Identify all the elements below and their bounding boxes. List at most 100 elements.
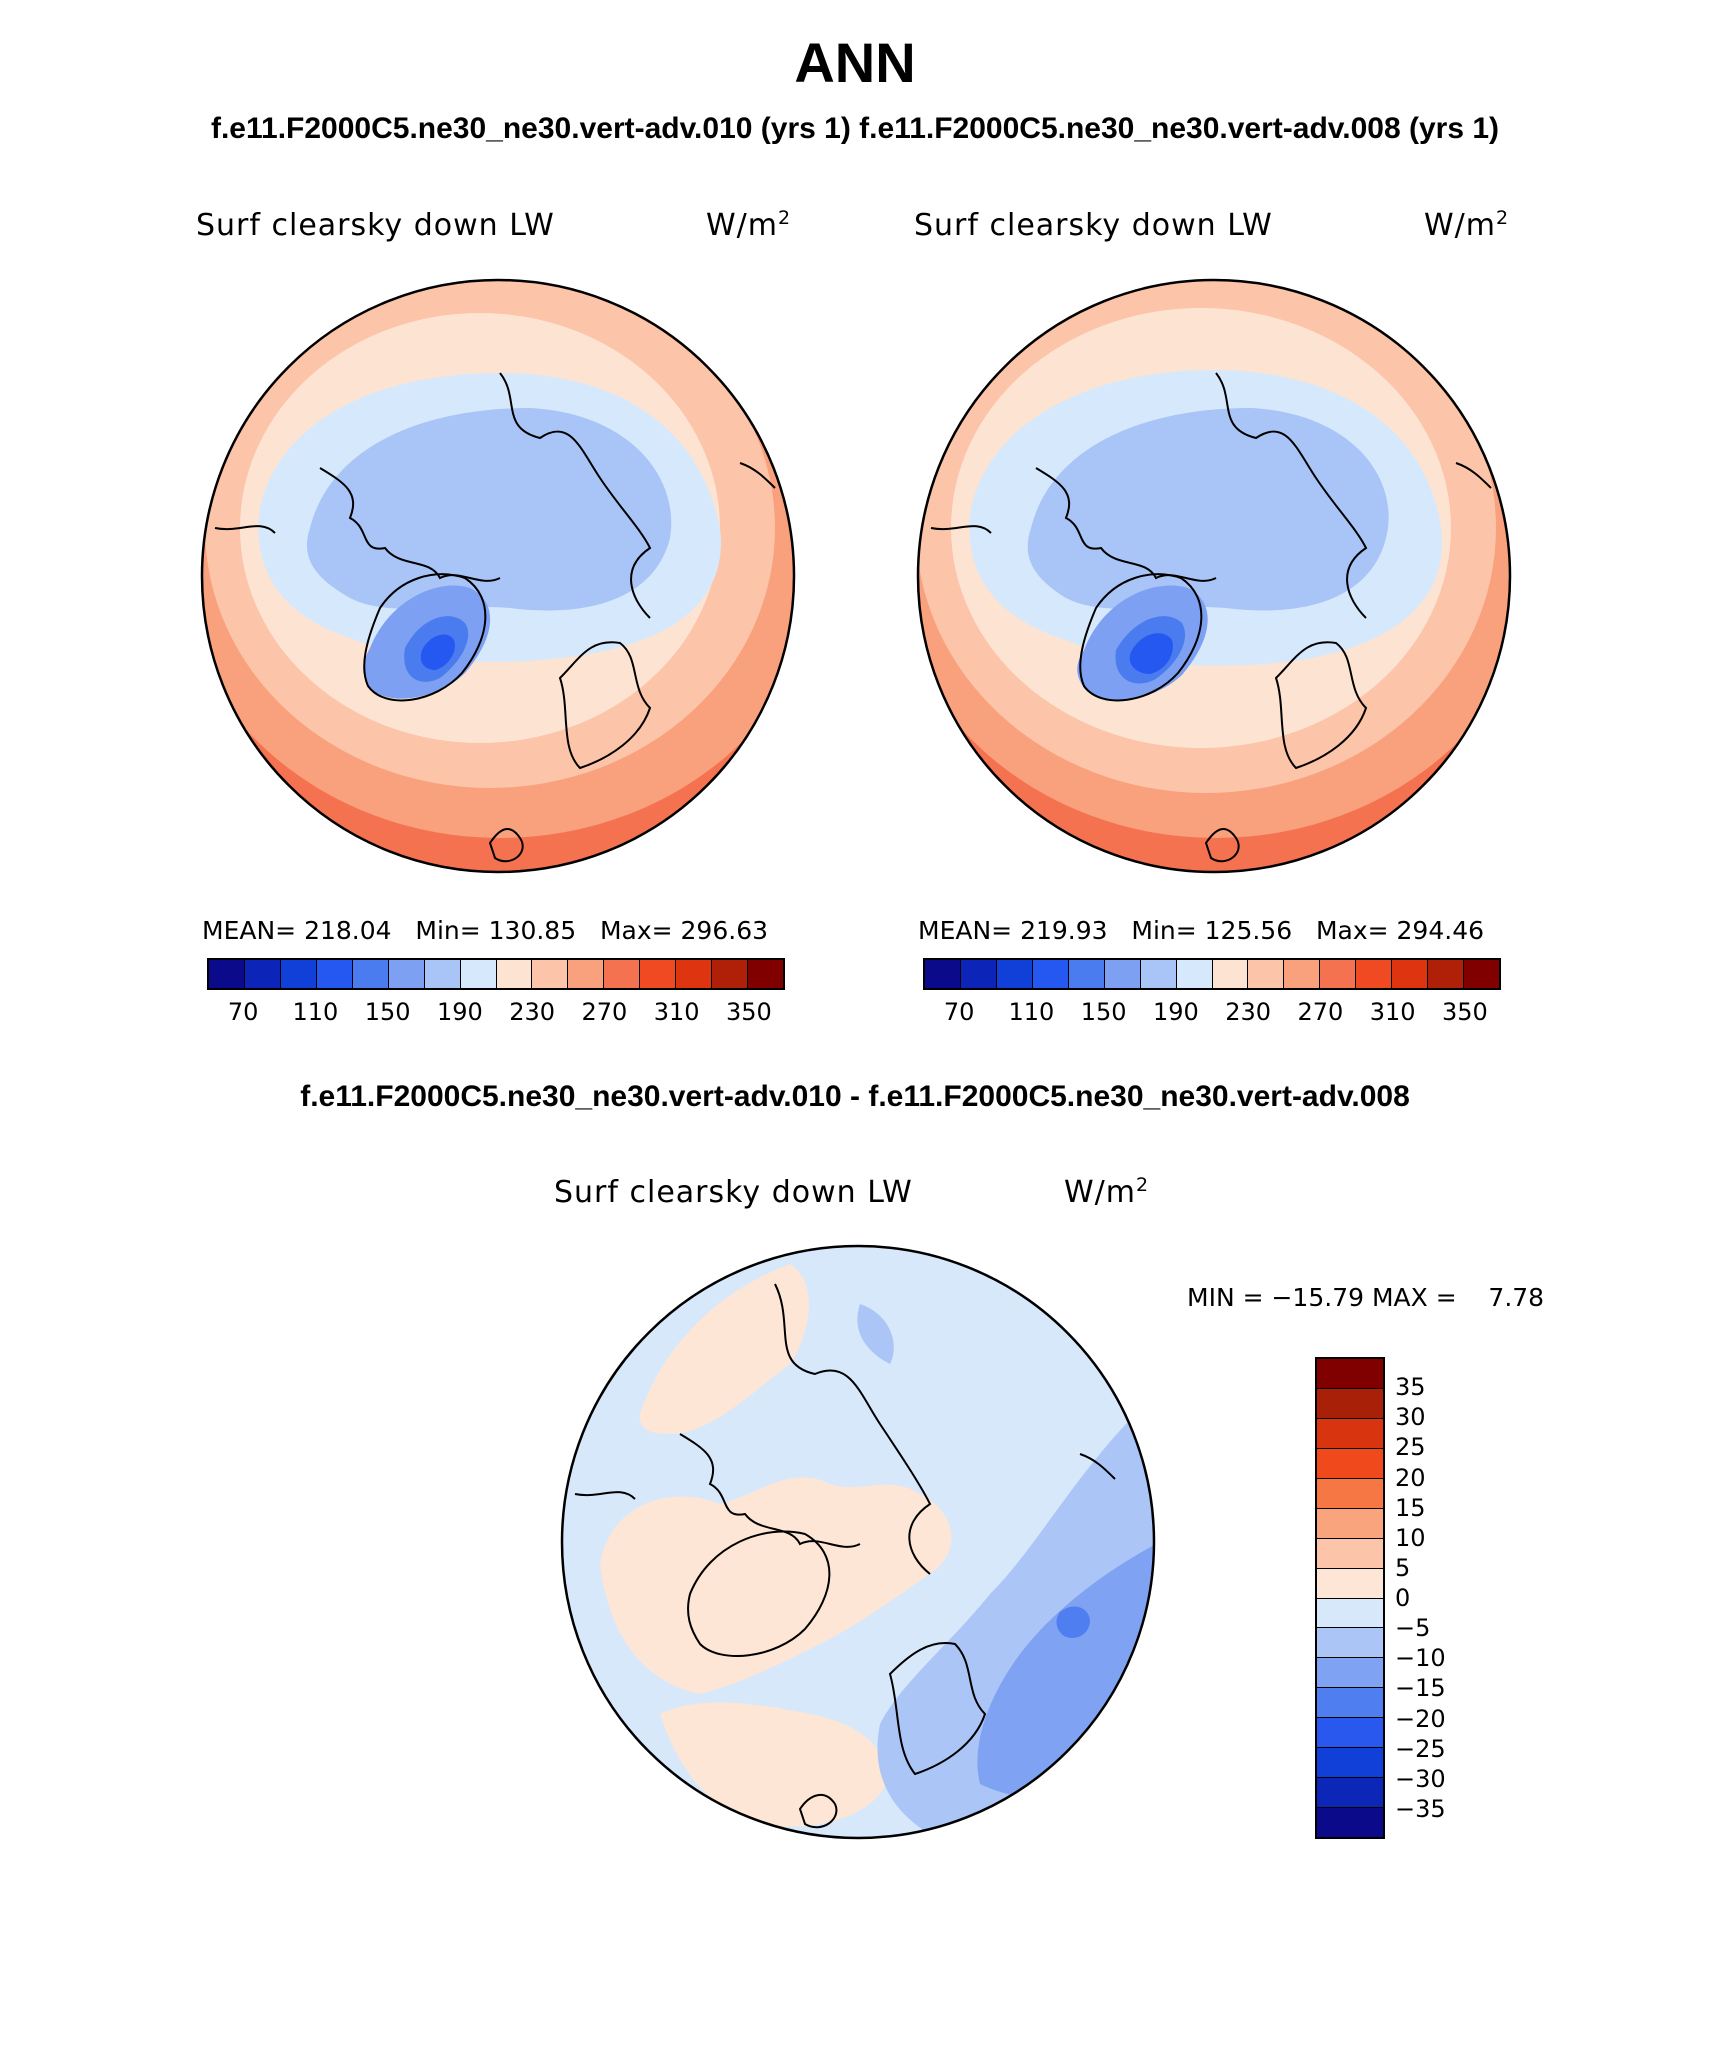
colorbar-swatch (1317, 1778, 1383, 1809)
colorbar-tick-label: −25 (1395, 1734, 1446, 1763)
colorbar-tick-label: 150 (1080, 998, 1127, 1026)
colorbar-tick-label: 110 (1008, 998, 1055, 1026)
colorbar-swatch (1392, 960, 1429, 988)
map-band-diff-pos-1 (600, 1477, 952, 1694)
figure-title: ANN (794, 31, 916, 94)
colorbar-swatch (1068, 960, 1105, 988)
diff-units-base: W/m (1064, 1175, 1136, 1210)
colorbar-swatch (1317, 1748, 1383, 1779)
colorbar-tick-label: −5 (1395, 1614, 1431, 1643)
colorbar-swatch (244, 960, 281, 988)
colorbar-swatch (352, 960, 389, 988)
panel2-variable-label: Surf clearsky down LW (914, 208, 1273, 243)
colorbar-swatch (496, 960, 533, 988)
colorbar-swatch (925, 960, 961, 988)
panel2-units-label: W/m2 (1424, 208, 1509, 243)
colorbar-tick-label: 70 (227, 998, 259, 1026)
top-subtitle: f.e11.F2000C5.ne30_ne30.vert-adv.010 (yr… (210, 112, 1500, 145)
map-band-diff-neg-3 (1056, 1606, 1090, 1639)
colorbar-swatch (1284, 960, 1321, 988)
colorbar-tick-label: 350 (1441, 998, 1488, 1026)
colorbar-swatch (1317, 1628, 1383, 1659)
colorbar-tick-label: 190 (1152, 998, 1199, 1026)
colorbar-tick-label: −20 (1395, 1704, 1446, 1733)
panel1-stats: MEAN= 218.04 Min= 130.85 Max= 296.63 (202, 916, 769, 945)
map-band-ice (306, 408, 672, 611)
colorbar-tick-label: 150 (364, 998, 411, 1026)
diff-units-label: W/m2 (1064, 1175, 1149, 1210)
colorbar-tick-label: −15 (1395, 1674, 1446, 1703)
panel1-variable-label: Surf clearsky down LW (196, 208, 555, 243)
colorbar-swatch (604, 960, 641, 988)
colorbar-tick-label: 30 (1395, 1403, 1426, 1432)
colorbar-tick-label: −10 (1395, 1644, 1446, 1673)
panel1-units-base: W/m (706, 208, 778, 243)
colorbar-swatch (1464, 960, 1499, 988)
colorbar-swatch (1317, 1718, 1383, 1749)
colorbar-tick-label: 5 (1395, 1553, 1411, 1582)
colorbar-swatch (1176, 960, 1213, 988)
panel2-units-exp: 2 (1496, 207, 1510, 229)
colorbar-swatch (1317, 1448, 1383, 1479)
colorbar-tick-label: −30 (1395, 1764, 1446, 1793)
colorbar-swatch (1317, 1359, 1383, 1389)
colorbar-swatch (1317, 1808, 1383, 1837)
map-band-diff-pos-3 (639, 1264, 809, 1434)
colorbar-swatch (316, 960, 353, 988)
colorbar-tick-label: 70 (943, 998, 975, 1026)
colorbar-tick-label: 270 (1297, 998, 1344, 1026)
coastlines (574, 1283, 1116, 1829)
map-band-diff-pos-2 (660, 1702, 890, 1827)
diff-variable-label: Surf clearsky down LW (554, 1175, 913, 1210)
panel1-colorbar-labels: 70 110 150 190 230 270 310 350 (207, 998, 785, 1028)
colorbar-swatch (532, 960, 569, 988)
colorbar-swatch (676, 960, 713, 988)
panel2-colorbar (923, 958, 1501, 990)
colorbar-swatch (1248, 960, 1285, 988)
colorbar-swatch (960, 960, 997, 988)
panel2-units-base: W/m (1424, 208, 1496, 243)
diff-minmax: MIN = −15.79 MAX = 7.78 (1187, 1283, 1545, 1312)
colorbar-swatch (1317, 1478, 1383, 1509)
map-greenland-3 (1129, 633, 1173, 674)
panel2-polar-map (916, 278, 1512, 874)
colorbar-swatch (640, 960, 677, 988)
colorbar-tick-label: 0 (1395, 1584, 1411, 1612)
diff-colorbar-labels: 35 30 25 20 15 10 5 0 −5 −10 −15 −20 −25 −30 −35 (1395, 1357, 1475, 1839)
colorbar-tick-label: 190 (436, 998, 483, 1026)
panel1-polar-map (200, 278, 796, 874)
colorbar-swatch (424, 960, 461, 988)
panel2-colorbar-labels: 70 110 150 190 230 270 310 350 (923, 998, 1501, 1028)
colorbar-tick-label: 270 (581, 998, 628, 1026)
colorbar-tick-label: 25 (1395, 1433, 1426, 1462)
colorbar-swatch (209, 960, 245, 988)
colorbar-swatch (748, 960, 783, 988)
colorbar-swatch (460, 960, 497, 988)
colorbar-swatch (712, 960, 749, 988)
colorbar-swatch (996, 960, 1033, 988)
colorbar-swatch (1317, 1418, 1383, 1449)
diff-colorbar (1315, 1357, 1385, 1839)
colorbar-tick-label: 350 (725, 998, 772, 1026)
colorbar-swatch (1104, 960, 1141, 988)
panel1-units-label: W/m2 (706, 208, 791, 243)
colorbar-swatch (568, 960, 605, 988)
colorbar-tick-label: 20 (1395, 1463, 1426, 1492)
colorbar-swatch (1317, 1658, 1383, 1689)
colorbar-swatch (388, 960, 425, 988)
colorbar-swatch (1317, 1538, 1383, 1569)
map-band-diff-neg-4 (857, 1304, 894, 1364)
colorbar-swatch (1317, 1568, 1383, 1599)
map-greenland-3 (420, 634, 455, 670)
coastlines (930, 372, 1492, 863)
colorbar-swatch (1032, 960, 1069, 988)
diff-units-exp: 2 (1136, 1174, 1150, 1196)
colorbar-tick-label: 110 (292, 998, 339, 1026)
colorbar-swatch (1317, 1688, 1383, 1719)
colorbar-tick-label: 230 (1225, 998, 1272, 1026)
colorbar-tick-label: 310 (1369, 998, 1416, 1026)
colorbar-swatch (1212, 960, 1249, 988)
colorbar-swatch (1428, 960, 1465, 988)
colorbar-tick-label: 10 (1395, 1523, 1426, 1552)
colorbar-swatch (1317, 1388, 1383, 1419)
